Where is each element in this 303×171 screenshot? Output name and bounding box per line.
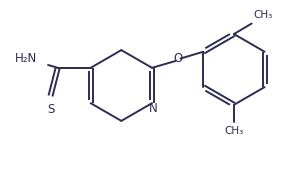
Text: S: S (47, 103, 54, 116)
Text: N: N (148, 102, 157, 115)
Text: CH₃: CH₃ (254, 10, 273, 20)
Text: O: O (173, 52, 182, 65)
Text: H₂N: H₂N (15, 52, 37, 65)
Text: CH₃: CH₃ (224, 126, 244, 136)
